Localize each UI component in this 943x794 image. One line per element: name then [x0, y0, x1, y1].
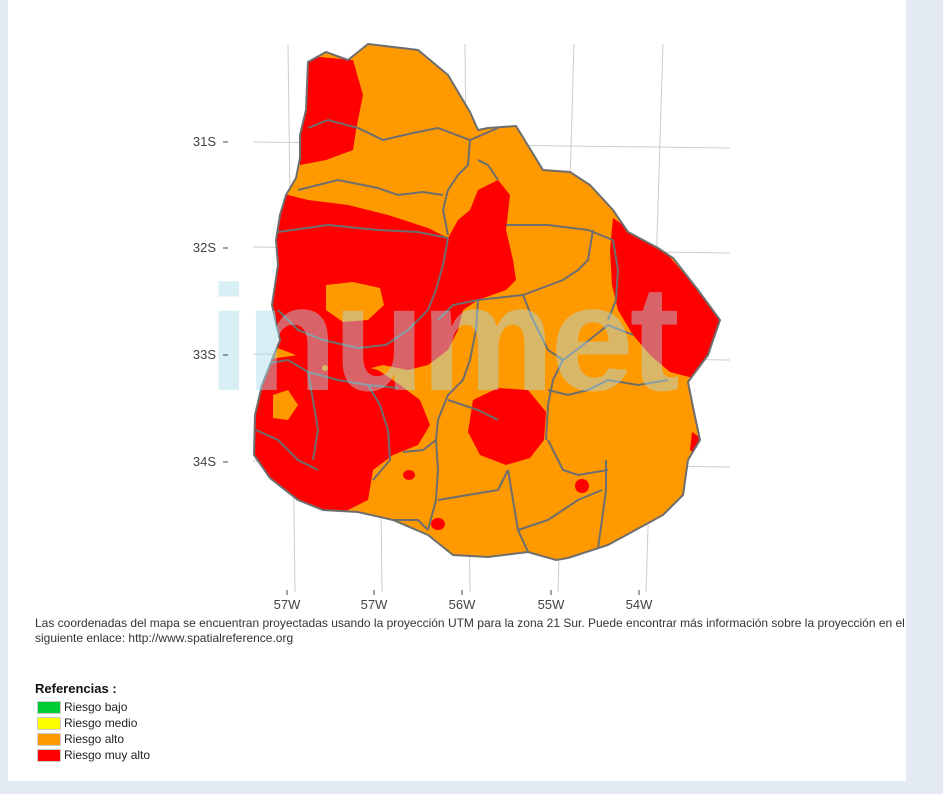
zone-southwest-spot: [403, 470, 415, 480]
riesgo-alto-islands: [273, 282, 432, 420]
y-tick-label: 32S: [192, 240, 216, 255]
y-tick-label: 31S: [192, 134, 216, 149]
riesgo-muy-alto-zones: [254, 55, 720, 530]
x-tick-label: 57W: [273, 597, 301, 612]
spatialreference-link[interactable]: http://www.spatialreference.org: [128, 631, 294, 645]
legend-item-riesgo-bajo: Riesgo bajo: [35, 699, 150, 715]
y-tick-label: 34S: [192, 454, 216, 469]
legend-item-riesgo-alto: Riesgo alto: [35, 731, 150, 747]
x-tick-label: 57W: [360, 597, 388, 612]
legend-label: Riesgo medio: [64, 716, 138, 730]
zone-south-spot: [431, 518, 445, 530]
legend-title: Referencias :: [35, 681, 117, 696]
zone-center-south: [468, 388, 546, 465]
zone-west-central: [266, 180, 516, 372]
legend-label: Riesgo muy alto: [64, 748, 151, 762]
y-tick-label: 33S: [192, 347, 216, 362]
legend-swatch: [37, 732, 61, 746]
legend-label: Riesgo bajo: [64, 700, 128, 714]
watermark: inumet: [208, 254, 679, 422]
legend-item-riesgo-muy-alto: Riesgo muy alto: [35, 747, 150, 763]
zone-southeast-spot: [575, 479, 589, 493]
zone-south-west: [254, 355, 430, 515]
legend-label: Riesgo alto: [64, 732, 125, 746]
legend-item-riesgo-medio: Riesgo medio: [35, 715, 150, 731]
x-tick-label: 54W: [625, 597, 653, 612]
axis-ticks: [223, 141, 640, 595]
legend-swatch: [37, 748, 61, 762]
legend-swatch: [37, 716, 61, 730]
department-boundaries: [255, 118, 669, 553]
x-tick-label: 55W: [537, 597, 565, 612]
zone-north-west: [298, 55, 363, 165]
projection-note: Las coordenadas del mapa se encuentran p…: [35, 616, 905, 646]
legend: Referencias : Riesgo bajo Riesgo medio R…: [35, 681, 150, 763]
projection-note-text: Las coordenadas del mapa se encuentran p…: [35, 616, 905, 645]
content-panel: inumet 31S 32S 33S 34S 57W 57W 56W 55W 5…: [8, 0, 906, 781]
risk-map: inumet: [208, 43, 731, 595]
legend-swatch: [37, 700, 61, 714]
zone-east: [610, 218, 720, 378]
x-tick-label: 56W: [448, 597, 476, 612]
